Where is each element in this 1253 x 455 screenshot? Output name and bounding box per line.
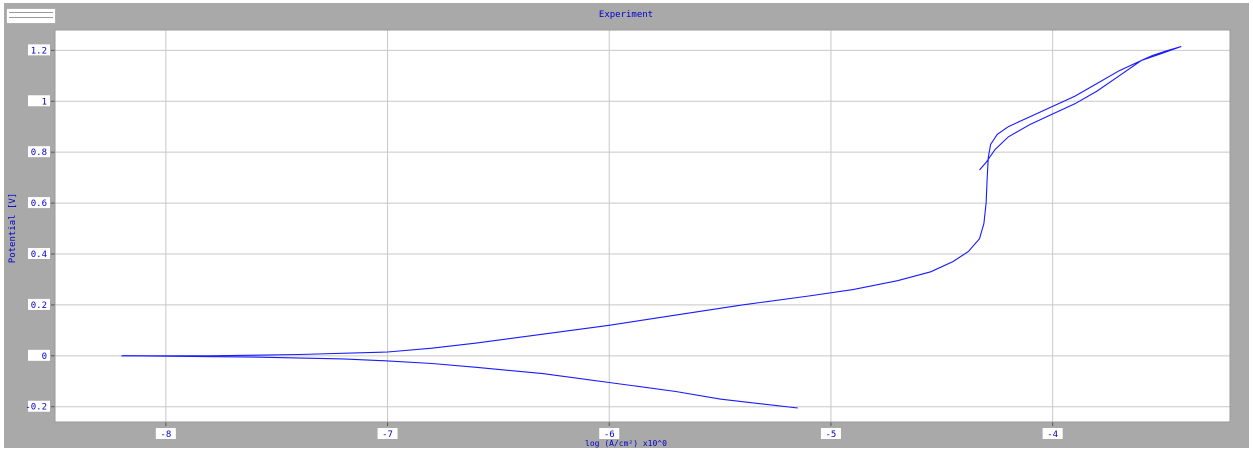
x-tick-label: -7 xyxy=(382,430,393,440)
y-tick-label: -0.2 xyxy=(25,403,47,413)
chart-title: Experiment xyxy=(599,10,653,20)
legend-box xyxy=(6,8,56,24)
x-tick-label-bg xyxy=(1042,428,1063,439)
x-axis-label: log (A/cm²) x10^0 xyxy=(585,439,667,448)
plot-area: -8 -7 -6 -5 -4 -0.2 0 0.2 0.4 0.6 0.8 1 1.2 xyxy=(25,29,1231,440)
legend-line xyxy=(9,17,53,18)
plot-background xyxy=(55,30,1230,422)
x-tick-label-bg xyxy=(155,428,176,439)
y-tick-label-bg xyxy=(28,248,50,259)
x-tick-label-bg xyxy=(377,428,398,439)
x-tick-label: -8 xyxy=(160,430,171,440)
y-tick-label-bg xyxy=(28,44,50,56)
series-line-1 xyxy=(121,45,1182,357)
plot-border xyxy=(54,29,1231,423)
x-tick-label-bg xyxy=(820,428,841,439)
y-tick-label-bg xyxy=(28,349,50,361)
x-tick-label: -6 xyxy=(604,430,615,440)
y-tick-label-bg xyxy=(28,146,50,158)
series-line-2 xyxy=(121,355,798,409)
y-tick-label-bg xyxy=(28,400,50,412)
y-tick-label: 0 xyxy=(42,352,47,362)
x-tick-label: -4 xyxy=(1047,430,1058,440)
legend-line xyxy=(9,12,53,13)
y-tick-label: 1 xyxy=(42,97,47,107)
y-tick-label-bg xyxy=(28,95,50,107)
y-tick-label: 0.8 xyxy=(31,148,47,158)
y-tick-label: 0.6 xyxy=(31,199,47,209)
y-tick-label: 0.4 xyxy=(31,250,47,260)
y-tick-label-bg xyxy=(28,197,50,209)
x-tick-label-bg xyxy=(599,428,620,439)
y-tick-label-bg xyxy=(28,298,50,310)
y-tick-label: 0.2 xyxy=(31,301,47,311)
y-axis-label: Potential [V] xyxy=(8,193,18,263)
y-tick-label: 1.2 xyxy=(31,46,47,56)
x-tick-label: -5 xyxy=(826,430,837,440)
